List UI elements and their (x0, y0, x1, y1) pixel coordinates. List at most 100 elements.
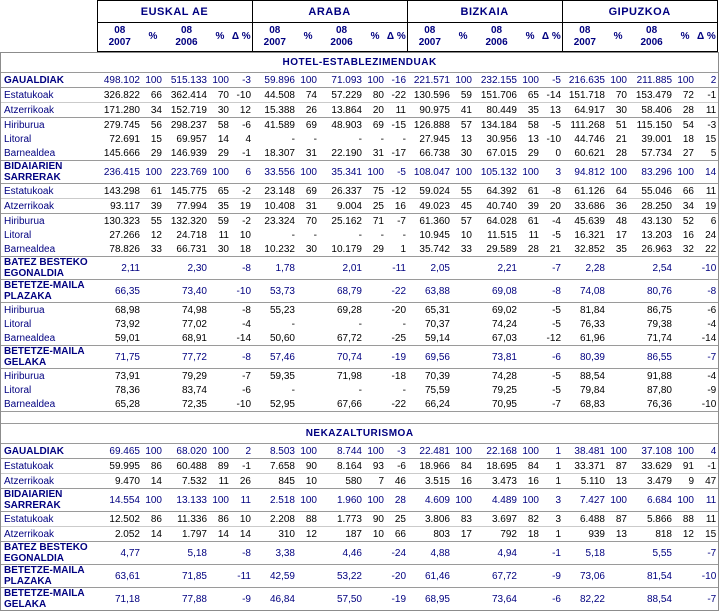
cell-value (675, 368, 697, 383)
cell-value: - (402, 384, 406, 396)
cell-value: 34 (143, 102, 165, 118)
cell-value: 10.179 (331, 243, 362, 255)
cell-value: 59,14 (424, 332, 450, 344)
cell-value: 73,81 (475, 345, 520, 369)
cell-value: 100 (453, 160, 475, 184)
table-row: Hiriburua 279.745 56 298.237 58 -6 41.589 69 48.… (1, 117, 719, 132)
cell-value: 216.635 (563, 72, 608, 88)
cell-value (365, 541, 387, 565)
table-row: Hiriburua 130.323 55 132.320 59 -2 23.324 70 25.… (1, 213, 719, 228)
cell-value: 57,46 (253, 345, 298, 369)
cell-value: 68,79 (320, 279, 365, 303)
cell-value: 498.102 (98, 72, 143, 88)
cell-value: -8 (542, 279, 563, 303)
cell-value: -1 (542, 541, 563, 565)
cell-value: -9 (542, 564, 563, 588)
cell-value: 298.237 (165, 117, 210, 132)
row-label: GAUALDIAK (1, 72, 98, 88)
cell-value: 50,60 (269, 332, 295, 344)
table-row: Atzerrikoak 2.052 14 1.797 14 14 310 12 187 10 66 8… (1, 526, 719, 542)
cell-value: -6 (542, 345, 563, 369)
cell-value (675, 279, 697, 303)
table-row: Barnealdea 78.826 33 66.731 30 18 10.232 30 10.1… (1, 242, 718, 257)
table-row: BETETZE-MAILA PLAZAKA 66,35 73,40 -10 53,73 6… (1, 279, 719, 303)
subheader-cell: Δ % (696, 22, 718, 52)
cell-value: 77.994 (165, 198, 210, 214)
cell-value: 56 (143, 117, 165, 132)
cell-value: 2,28 (563, 256, 608, 280)
cell-value: -5 (542, 117, 563, 132)
cell-value: 1.773 (320, 511, 365, 527)
table-row: BETETZE-MAILA GELAKA 71,18 77,88 -9 46,84 57,… (1, 587, 719, 610)
cell-value (608, 279, 630, 303)
cell-value: 0 (555, 147, 561, 159)
cell-value: 100 (298, 443, 320, 459)
cell-value: 91 (675, 458, 697, 474)
cell-value: 100 (675, 160, 697, 184)
cell-value: 16 (520, 473, 542, 489)
cell-value (365, 587, 387, 610)
cell-value: 46,84 (253, 587, 298, 610)
cell-value: 80 (365, 87, 387, 103)
cell-value: 30 (210, 102, 232, 118)
cell-value: 31 (298, 198, 320, 214)
cell-value: 66 (675, 183, 697, 199)
cell-value: 151.706 (475, 87, 520, 103)
cell-value: 37.108 (630, 443, 675, 459)
cell-value: 13 (608, 473, 630, 489)
cell-value: 68,98 (98, 302, 143, 317)
cell-value: 29 (372, 243, 384, 255)
cell-value: 100 (453, 443, 475, 459)
cell-value (608, 397, 630, 412)
cell-value: 111.268 (563, 117, 608, 132)
cell-value: 16 (387, 198, 408, 214)
cell-value: 28 (527, 243, 539, 255)
cell-value: -7 (387, 213, 408, 228)
cell-value: 7.532 (165, 473, 210, 489)
cell-value: 71 (365, 213, 387, 228)
cell-value: 8.503 (253, 443, 298, 459)
cell-value: -11 (232, 564, 253, 588)
cell-value: 3,38 (253, 541, 298, 565)
cell-value (520, 368, 542, 383)
row-label: Estatukoak (1, 511, 98, 527)
cell-value (675, 564, 697, 588)
cell-value: 100 (365, 488, 387, 512)
cell-value: -24 (387, 541, 408, 565)
cell-value: 4 (245, 133, 251, 145)
cell-value: -6 (232, 117, 253, 132)
cell-value (210, 383, 232, 397)
cell-value: 52 (675, 213, 697, 228)
cell-value: -22 (387, 87, 408, 103)
cell-value: 1.797 (165, 526, 210, 542)
cell-value (453, 397, 475, 412)
cell-value (608, 587, 630, 610)
cell-value: 72.691 (109, 133, 140, 145)
cell-value: 151.718 (563, 87, 608, 103)
cell-value: 70,39 (408, 368, 453, 383)
cell-value: - (402, 133, 406, 145)
row-label: BATEZ BESTEKO EGONALDIA (1, 541, 98, 565)
cell-value: 67,72 (475, 564, 520, 588)
cell-value: 100 (143, 443, 165, 459)
subheader-cell: 08 2006 (319, 22, 365, 52)
cell-value: 34 (675, 198, 697, 214)
cell-value: 5,55 (630, 541, 675, 565)
cell-value: 11 (697, 183, 719, 199)
cell-value: 7 (365, 473, 387, 489)
cell-value: -14 (236, 332, 251, 344)
cell-value: 79,38 (646, 318, 672, 330)
cell-value: 10.408 (253, 198, 298, 214)
cell-value: 71,98 (320, 368, 365, 383)
cell-value: -15 (387, 117, 408, 132)
cell-value: -4 (707, 318, 717, 330)
cell-value (675, 587, 697, 610)
cell-value (453, 279, 475, 303)
cell-value: - (291, 133, 295, 145)
cell-value (365, 302, 387, 317)
cell-value: 44.508 (253, 87, 298, 103)
cell-value (143, 345, 165, 369)
cell-value (143, 279, 165, 303)
cell-value: 67.015 (486, 147, 517, 159)
cell-value: 22 (705, 243, 717, 255)
